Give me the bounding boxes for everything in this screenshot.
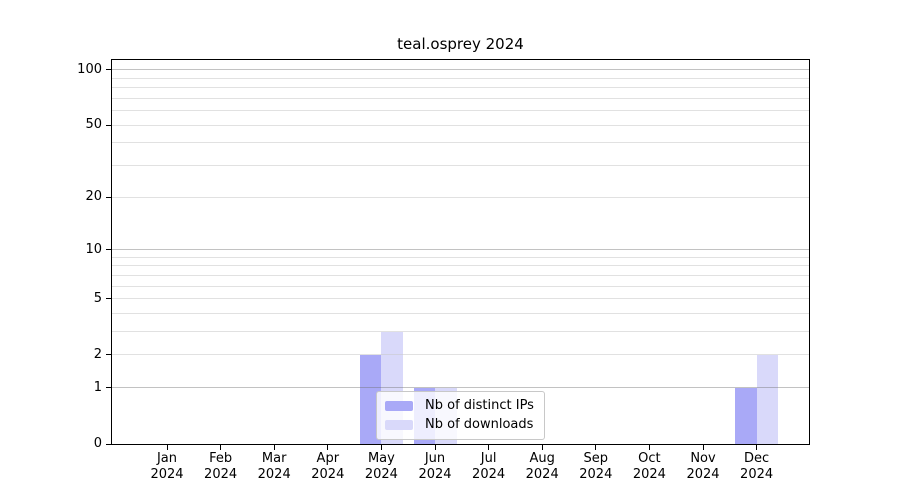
legend: Nb of distinct IPs Nb of downloads — [376, 391, 545, 440]
x-tick-label-mar: Mar 2024 — [242, 451, 306, 483]
gridline-10 — [112, 249, 809, 251]
gridline-7 — [112, 274, 809, 276]
bar-dec-downloads — [756, 354, 779, 444]
plot-area — [111, 59, 810, 445]
month-label: Mar — [261, 451, 287, 466]
month-label: Apr — [316, 451, 340, 466]
month-label: Aug — [529, 451, 555, 466]
chart-title: teal.osprey 2024 — [397, 35, 524, 53]
gridline-8 — [112, 265, 809, 267]
month-label: Feb — [209, 451, 233, 466]
x-tick-jul — [488, 445, 490, 450]
month-label: Jun — [424, 451, 446, 466]
month-label: Jan — [156, 451, 178, 466]
legend-item-downloads: Nb of downloads — [385, 417, 534, 432]
x-tick-label-dec: Dec 2024 — [725, 451, 789, 483]
gridline-70 — [112, 97, 809, 99]
y-tick-label-20: 20 — [85, 189, 102, 205]
gridline-2 — [112, 354, 809, 356]
x-tick-nov — [702, 445, 704, 450]
month-label: Jul — [480, 451, 497, 466]
y-tick-label-0: 0 — [93, 436, 102, 451]
x-tick-label-may: May 2024 — [349, 451, 413, 483]
y-tick-100 — [106, 69, 111, 71]
gridline-40 — [112, 142, 809, 144]
gridline-6 — [112, 285, 809, 287]
legend-swatch-downloads — [385, 419, 413, 430]
x-tick-oct — [648, 445, 650, 450]
gridline-30 — [112, 165, 809, 167]
bar-dec-distinct-ips — [735, 387, 757, 444]
legend-item-distinct-ips: Nb of distinct IPs — [385, 398, 534, 413]
gridline-3 — [112, 331, 809, 333]
year-label: 2024 — [418, 467, 452, 482]
y-tick-label-1: 1 — [93, 379, 102, 395]
y-tick-label-100: 100 — [77, 61, 102, 77]
x-tick-label-apr: Apr 2024 — [296, 451, 360, 483]
x-tick-label-aug: Aug 2024 — [510, 451, 574, 483]
gridline-50 — [112, 124, 809, 126]
gridline-1 — [112, 387, 809, 389]
y-tick-label-2: 2 — [93, 346, 102, 362]
year-label: 2024 — [686, 467, 720, 482]
gridline-80 — [112, 87, 809, 89]
legend-label-distinct-ips: Nb of distinct IPs — [425, 398, 534, 413]
gridline-100 — [112, 69, 809, 71]
y-tick-label-5: 5 — [93, 290, 102, 306]
y-tick-10 — [106, 249, 111, 251]
y-tick-50 — [106, 124, 111, 126]
x-tick-dec — [756, 445, 758, 450]
y-tick-label-50: 50 — [85, 117, 102, 133]
year-label: 2024 — [257, 467, 291, 482]
legend-label-downloads: Nb of downloads — [425, 417, 534, 432]
y-tick-20 — [106, 196, 111, 198]
month-label: May — [367, 451, 395, 466]
x-tick-may — [380, 445, 382, 450]
x-tick-label-jul: Jul 2024 — [457, 451, 521, 483]
year-label: 2024 — [525, 467, 559, 482]
year-label: 2024 — [472, 467, 506, 482]
y-tick-2 — [106, 354, 111, 356]
x-tick-jan — [166, 445, 168, 450]
month-label: Oct — [638, 451, 661, 466]
x-tick-label-jun: Jun 2024 — [403, 451, 467, 483]
year-label: 2024 — [311, 467, 345, 482]
gridline-20 — [112, 196, 809, 198]
x-tick-label-jan: Jan 2024 — [135, 451, 199, 483]
year-label: 2024 — [150, 467, 184, 482]
x-tick-sep — [595, 445, 597, 450]
year-label: 2024 — [364, 467, 398, 482]
x-tick-mar — [273, 445, 275, 450]
x-tick-aug — [541, 445, 543, 450]
month-label: Sep — [583, 451, 609, 466]
x-tick-label-nov: Nov 2024 — [671, 451, 735, 483]
x-tick-jun — [434, 445, 436, 450]
gridline-9 — [112, 256, 809, 258]
year-label: 2024 — [204, 467, 238, 482]
y-tick-0 — [106, 443, 111, 445]
y-tick-1 — [106, 387, 111, 389]
x-tick-label-oct: Oct 2024 — [617, 451, 681, 483]
gridline-90 — [112, 77, 809, 79]
x-tick-apr — [327, 445, 329, 450]
month-label: Nov — [690, 451, 716, 466]
gridline-60 — [112, 110, 809, 112]
y-tick-5 — [106, 298, 111, 300]
gridline-5 — [112, 298, 809, 300]
year-label: 2024 — [579, 467, 613, 482]
x-tick-feb — [220, 445, 222, 450]
x-tick-label-feb: Feb 2024 — [189, 451, 253, 483]
year-label: 2024 — [740, 467, 774, 482]
gridline-4 — [112, 313, 809, 314]
x-tick-label-sep: Sep 2024 — [564, 451, 628, 483]
month-label: Dec — [744, 451, 770, 466]
y-tick-label-10: 10 — [85, 241, 102, 257]
year-label: 2024 — [632, 467, 666, 482]
legend-swatch-distinct-ips — [385, 400, 413, 411]
